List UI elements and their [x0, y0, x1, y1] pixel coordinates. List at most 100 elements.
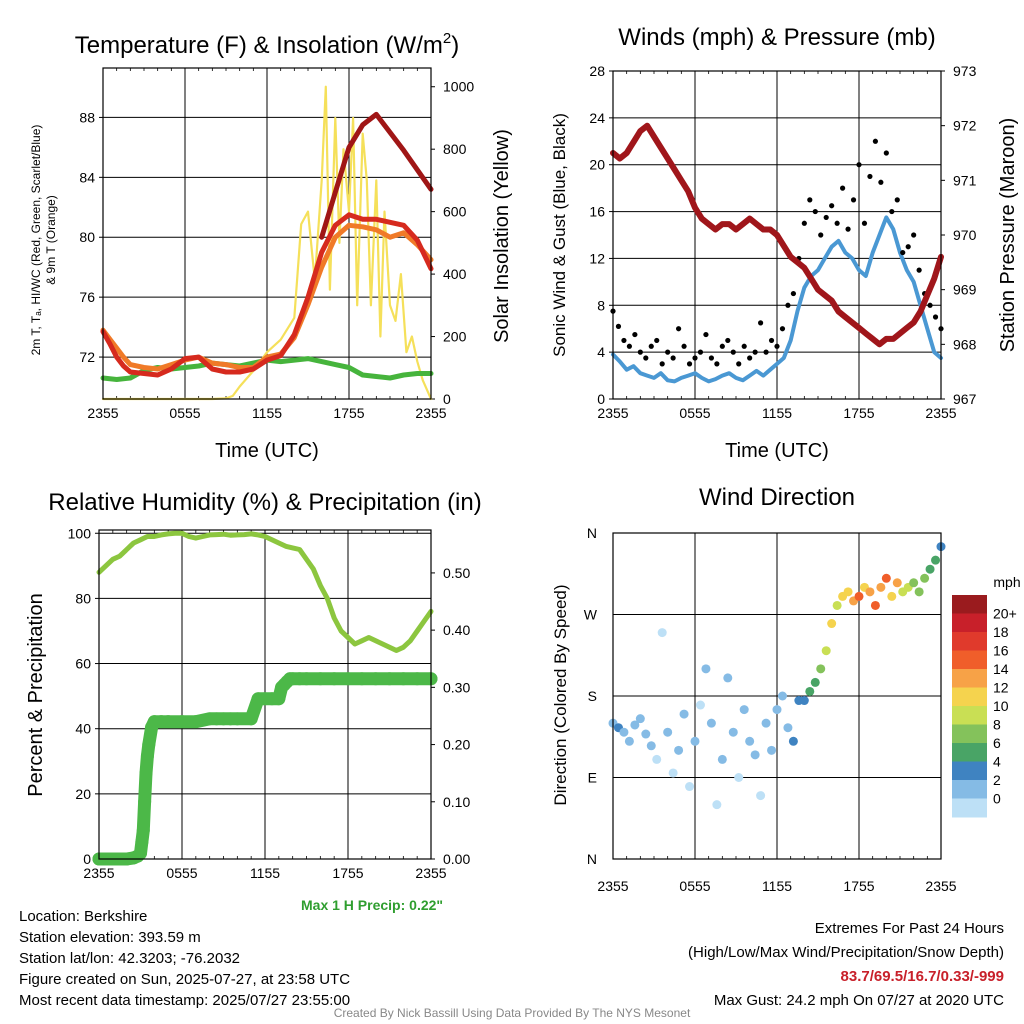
direction-point	[887, 591, 897, 601]
y2-tick-label: 400	[443, 266, 467, 282]
direction-point	[635, 714, 645, 724]
y-tick-label: S	[588, 688, 597, 704]
gust-point	[697, 349, 704, 355]
gust-point	[758, 320, 764, 326]
gust-point	[911, 232, 917, 238]
x-tick-label: 2355	[415, 865, 446, 881]
direction-point	[870, 600, 880, 610]
legend-swatch	[952, 761, 987, 781]
x-tick-label: 1155	[762, 878, 792, 894]
gust-point	[856, 162, 862, 168]
y-tick-label: N	[587, 851, 597, 867]
y2-tick-label: 200	[443, 329, 467, 345]
x-tick-label: 2355	[87, 405, 118, 421]
y2-tick-label: 970	[953, 227, 977, 243]
direction-point	[799, 696, 809, 706]
x-axis-label: Time (UTC)	[215, 440, 319, 462]
y-tick-label: 80	[75, 590, 91, 606]
direction-point	[679, 709, 689, 719]
chart-title: Temperature (F) & Insolation (W/m2)	[75, 30, 459, 59]
direction-point	[821, 646, 831, 656]
y-tick-label: 20	[589, 157, 605, 173]
legend-label: 4	[993, 754, 1001, 770]
y2-axis-label: Solar Insolation (Yellow)	[491, 129, 513, 343]
gust-point	[637, 349, 643, 355]
y-tick-label: 88	[79, 109, 95, 125]
gust-point	[643, 355, 649, 361]
direction-point	[909, 578, 919, 588]
y-tick-label: 24	[589, 110, 605, 126]
direction-point	[712, 800, 722, 810]
gust-point	[927, 302, 933, 308]
legend-title: mph	[993, 574, 1020, 590]
y2-tick-label: 972	[953, 118, 977, 134]
direction-point	[663, 727, 673, 737]
elevation-line: Station elevation: 393.59 m	[19, 929, 201, 946]
y-tick-label: 76	[79, 289, 95, 305]
direction-point	[641, 729, 651, 739]
direction-point	[630, 720, 640, 730]
y-tick-label: 40	[75, 721, 91, 737]
legend-swatch	[952, 724, 987, 744]
x-tick-label: 1155	[250, 865, 280, 881]
direction-point	[810, 677, 820, 687]
extremes-info: Extremes For Past 24 Hours (High/Low/Max…	[688, 917, 1004, 1013]
gust-point	[812, 208, 818, 215]
legend-label: 14	[993, 661, 1009, 677]
direction-point	[624, 736, 634, 746]
gust-point	[692, 355, 698, 361]
legend-swatch	[952, 706, 987, 725]
gust-point	[889, 208, 895, 215]
gust-point	[708, 355, 715, 361]
gust-point	[654, 337, 660, 344]
direction-point	[805, 686, 815, 696]
gust-point	[632, 331, 638, 338]
y2-tick-label: 969	[953, 282, 977, 298]
y-tick-label: 8	[597, 297, 605, 313]
gust-point	[894, 197, 900, 203]
gust-point	[626, 343, 633, 349]
gust-point	[648, 343, 654, 349]
direction-point	[657, 628, 667, 638]
gust-point	[676, 326, 682, 332]
gust-point	[736, 361, 742, 367]
y2-tick-label: 0.40	[443, 622, 470, 638]
y-tick-label: N	[587, 525, 597, 541]
x-tick-label: 0555	[166, 865, 197, 881]
gust-point	[905, 244, 911, 250]
y-axis-label: & 9m T (Orange)	[44, 195, 58, 285]
y2-tick-label: 971	[953, 172, 977, 188]
gust-point	[774, 343, 780, 349]
x-tick-label: 0555	[169, 405, 200, 421]
legend-label: 12	[993, 680, 1009, 696]
gust-point	[801, 220, 807, 226]
x-tick-label: 1155	[252, 405, 282, 421]
y-tick-label: 16	[589, 204, 605, 220]
x-tick-label: 1155	[762, 405, 792, 421]
y2-tick-label: 800	[443, 141, 467, 157]
direction-point	[854, 591, 864, 601]
direction-point	[876, 582, 886, 592]
gust-point	[681, 343, 687, 349]
gust-point	[867, 173, 873, 180]
legend-swatch	[952, 798, 987, 818]
direction-point	[843, 587, 853, 597]
legend-label: 0	[993, 791, 1001, 807]
station-info: Location: Berkshire Station elevation: 3…	[19, 906, 350, 1011]
max-gust-line: Max Gust: 24.2 mph On 07/27 at 2020 UTC	[713, 992, 1004, 1009]
gust-point	[659, 361, 665, 367]
series-line-wind	[611, 215, 943, 384]
gust-point	[845, 226, 851, 232]
chart-title: Winds (mph) & Pressure (mb)	[618, 24, 935, 51]
y-tick-label: 0	[83, 851, 91, 867]
direction-point	[881, 573, 891, 583]
gust-point	[686, 361, 693, 367]
direction-point	[761, 718, 771, 728]
direction-point	[756, 791, 766, 801]
plot-border	[612, 532, 942, 860]
direction-point	[772, 705, 782, 715]
latlon-line: Station lat/lon: 42.3203; -76.2032	[19, 950, 241, 967]
series-line-pressure	[610, 122, 944, 348]
x-tick-label: 1755	[843, 405, 874, 421]
x-tick-label: 2355	[925, 405, 956, 421]
